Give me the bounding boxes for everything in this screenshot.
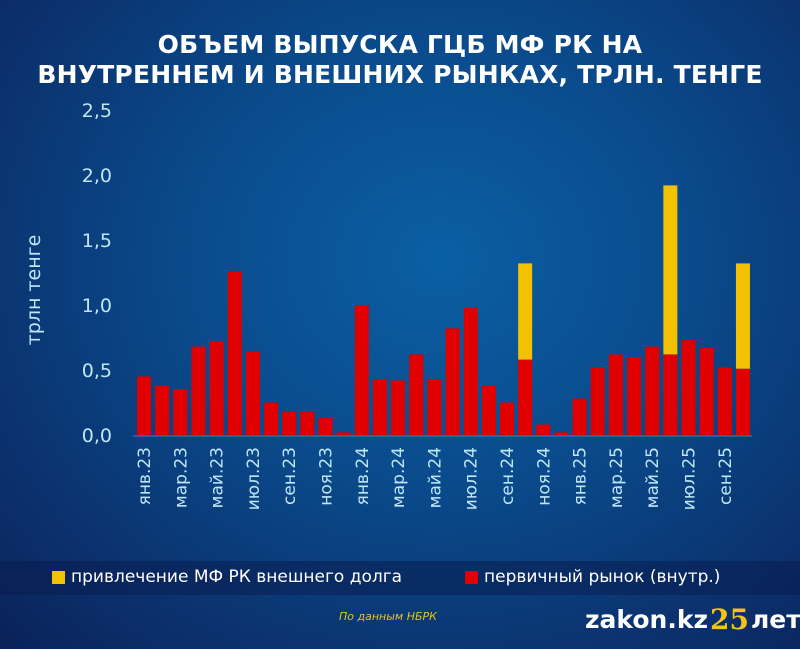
y-tick-label: 1,0 xyxy=(82,295,112,317)
bar-domestic xyxy=(354,305,369,435)
legend-label: привлечение МФ РК внешнего долга xyxy=(71,567,403,587)
x-tick-label: янв.25 xyxy=(571,447,591,505)
bar-domestic xyxy=(554,432,569,435)
legend-item-domestic: первичный рынок (внутр.) xyxy=(465,567,720,587)
bar-domestic xyxy=(445,328,460,435)
bar-domestic xyxy=(173,389,188,435)
bar-domestic xyxy=(427,379,442,435)
bar-domestic xyxy=(735,368,750,435)
y-tick-label: 0,5 xyxy=(82,360,112,382)
bar-external xyxy=(735,263,750,369)
bar-domestic xyxy=(318,418,333,435)
bar-domestic xyxy=(627,357,642,435)
bar-domestic xyxy=(481,385,496,435)
bar-domestic xyxy=(536,424,551,435)
x-tick-label: сен.24 xyxy=(498,447,518,505)
bar-domestic xyxy=(590,367,605,435)
legend-swatch-external xyxy=(52,570,65,584)
bar-domestic xyxy=(681,340,696,435)
bar-chart: 0,0 0,5 1,0 1,5 2,0 2,5 трлн тенге янв.23 мар.23… xyxy=(23,100,753,510)
logo-number: 25 xyxy=(710,603,749,636)
bar-domestic xyxy=(663,354,678,435)
bar-domestic xyxy=(155,385,170,435)
bar-domestic xyxy=(227,271,242,435)
legend-swatch-domestic xyxy=(465,570,478,584)
x-tick-label: ноя.23 xyxy=(317,447,337,506)
bar-domestic xyxy=(191,346,206,435)
bar-domestic xyxy=(137,376,151,435)
y-tick-label: 2,5 xyxy=(82,100,112,122)
bar-domestic xyxy=(245,351,260,435)
legend-item-external: привлечение МФ РК внешнего долга xyxy=(52,567,402,587)
bar-external xyxy=(663,185,678,355)
bar-domestic xyxy=(518,359,533,435)
logo-suffix: лет xyxy=(751,605,800,634)
bar-domestic xyxy=(264,402,279,435)
bar-external xyxy=(518,263,533,360)
source-note: По данным НБРК xyxy=(339,610,437,623)
chart-title: ОБЪЕМ ВЫПУСКА ГЦБ МФ РК НА ВНУТРЕННЕМ И … xyxy=(0,30,800,90)
bar-domestic xyxy=(463,307,478,435)
logo-text: zakon.kz xyxy=(585,605,709,634)
x-tick-label: янв.24 xyxy=(353,447,373,505)
zakon-logo[interactable]: zakon.kz 25 лет xyxy=(585,603,800,636)
bar-domestic xyxy=(500,402,514,435)
bar-domestic xyxy=(336,432,351,435)
x-tick-label: июл.25 xyxy=(680,447,700,510)
bar-domestic xyxy=(717,367,732,435)
x-tick-label: сен.23 xyxy=(280,447,300,505)
bar-domestic xyxy=(699,347,714,435)
y-tick-label: 1,5 xyxy=(82,230,112,252)
x-tick-label: май.25 xyxy=(643,447,663,508)
x-tick-label: янв.23 xyxy=(135,447,155,505)
title-line-2: ВНУТРЕННЕМ И ВНЕШНИХ РЫНКАХ, ТРЛН. ТЕНГЕ xyxy=(37,60,763,89)
title-line-1: ОБЪЕМ ВЫПУСКА ГЦБ МФ РК НА xyxy=(157,30,643,59)
bar-domestic xyxy=(209,341,224,435)
x-tick-label: май.23 xyxy=(208,447,228,508)
bar-domestic xyxy=(608,354,623,435)
y-tick-label: 0,0 xyxy=(82,425,112,447)
bar-domestic xyxy=(391,380,406,435)
bar-domestic xyxy=(300,411,315,435)
bar-domestic xyxy=(572,398,587,435)
x-tick-label: мар.25 xyxy=(607,447,627,508)
bar-domestic xyxy=(282,411,297,435)
bar-domestic xyxy=(372,379,387,435)
x-tick-label: май.24 xyxy=(425,447,445,508)
x-tick-label: июл.23 xyxy=(244,447,264,510)
x-tick-label: мар.24 xyxy=(389,447,409,508)
bar-domestic xyxy=(645,346,660,435)
x-tick-label: июл.24 xyxy=(462,447,482,510)
bar-domestic xyxy=(409,354,424,435)
x-tick-label: мар.23 xyxy=(171,447,191,508)
y-tick-label: 2,0 xyxy=(82,165,112,187)
x-tick-label: сен.25 xyxy=(716,447,736,505)
legend-label: первичный рынок (внутр.) xyxy=(484,567,721,587)
y-axis-label: трлн тенге xyxy=(23,235,45,346)
legend: привлечение МФ РК внешнего долга первичн… xyxy=(0,561,800,595)
x-tick-label: ноя.24 xyxy=(534,447,554,506)
